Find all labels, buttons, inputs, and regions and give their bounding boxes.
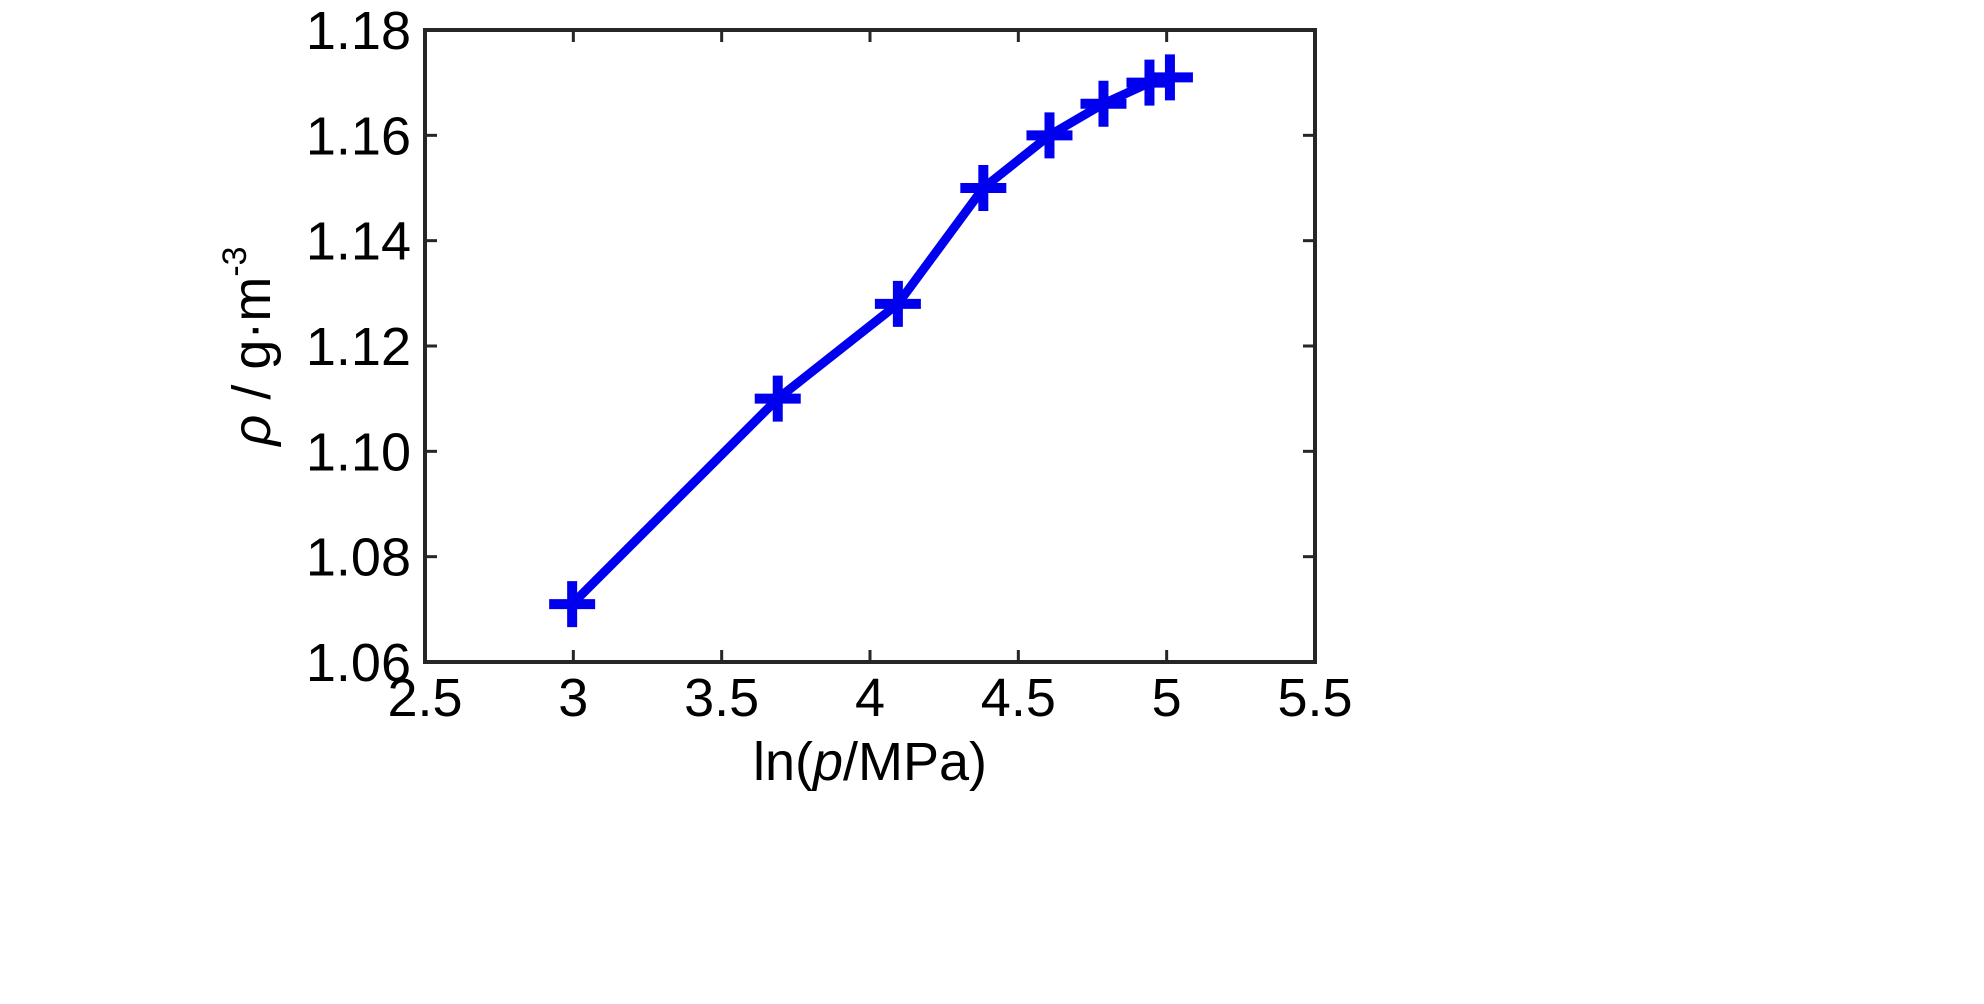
x-tick-label: 5 [1152,668,1182,728]
y-tick-label: 1.10 [306,422,411,482]
data-point-marker [960,165,1007,211]
y-axis-label: ρ / g·m-3 [216,246,282,447]
plot-area [423,28,1317,664]
y-axis-label-rest: / g·m [222,277,282,415]
x-axis-label-italic: p [811,732,843,792]
y-axis-label-superscript: -3 [216,246,254,276]
x-tick-label: 4 [855,668,885,728]
x-tick-label: 3 [558,668,588,728]
data-point-marker [874,280,921,327]
data-point-marker [1146,54,1193,101]
data-point-marker [1080,80,1127,127]
y-axis-ticks: 1.06 1.08 1.10 1.12 1.14 1.16 1.18 [306,1,1315,693]
data-point-marker [1126,59,1173,106]
x-axis-label-prefix: ln( [753,732,813,792]
x-axis-label-suffix: /MPa) [843,732,987,792]
y-tick-label: 1.14 [306,212,411,272]
x-tick-label: 5.5 [1277,668,1352,728]
y-axis-label-italic: ρ [222,415,282,448]
y-tick-label: 1.12 [306,317,411,377]
x-axis-ticks: 2.5 3 3.5 4 4.5 5 5.5 [387,30,1353,728]
x-tick-label: 4.5 [981,668,1056,728]
y-tick-label: 1.06 [306,633,411,693]
data-point-marker [549,581,596,628]
x-axis-label: ln(p/MPa) [753,732,987,792]
x-tick-label: 2.5 [387,668,462,728]
data-point-marker [1026,112,1073,159]
data-point-marker [754,375,801,422]
x-tick-label: 3.5 [684,668,759,728]
y-tick-label: 1.16 [306,106,411,166]
y-tick-label: 1.18 [306,1,411,61]
series-line [567,72,1175,609]
y-tick-label: 1.08 [306,528,411,588]
series-layer [549,54,1193,628]
axes-box [423,28,1317,664]
